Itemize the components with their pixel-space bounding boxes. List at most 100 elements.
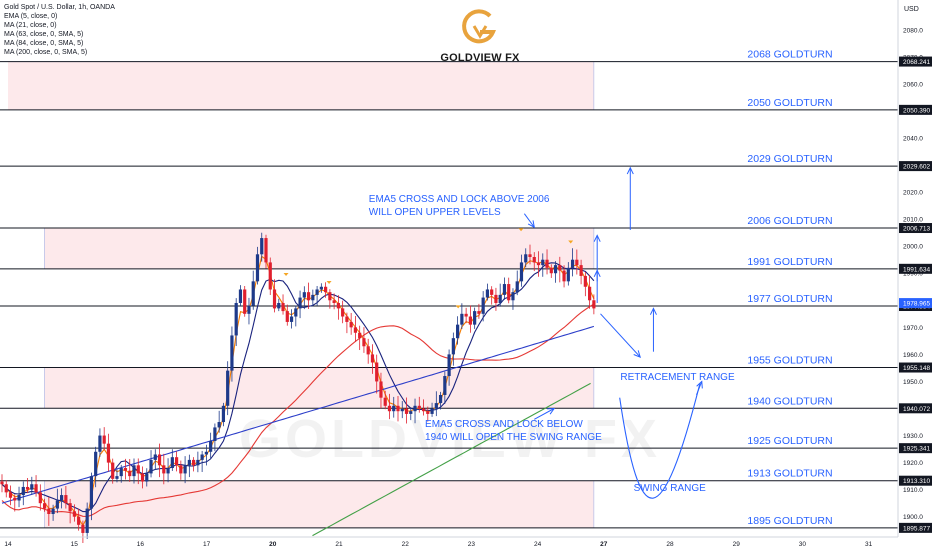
time-axis: 14 15 16 17 20 21 22 23 24 27 28 29 30 31 [0,536,898,548]
candle-body [579,265,583,276]
candle-body [341,308,345,317]
peak-marker-3 [518,228,524,232]
candle-body [106,443,111,463]
date-tick-16: 16 [137,541,145,548]
candle-body [353,327,358,333]
candle-body [230,335,234,371]
date-tick-27: 27 [600,541,608,548]
swing-curve-head-head [696,380,703,389]
candle-body [34,484,38,493]
candle-body [260,238,264,255]
level-tag-10: 1895.877 [903,525,930,532]
candle-body [226,370,230,406]
price-axis: USD1900.01910.01920.01930.01940.01950.01… [897,0,932,537]
candle-body [562,270,566,282]
ma200-line [312,382,591,537]
candle-body [387,405,392,412]
candle-body [370,354,375,363]
legend-ema5[interactable]: EMA (5, close, 0) [4,13,58,20]
peak-marker-4 [568,240,574,244]
legend-ma63[interactable]: MA (63, close, 0, SMA, 5) [4,31,84,38]
date-tick-21: 21 [335,541,343,548]
level-tag-bg-3 [899,223,932,234]
date-tick-31: 31 [865,541,873,548]
candle-body [575,259,579,266]
swing-curve-head [696,381,703,396]
candle-body [183,465,187,474]
candle-body [413,405,417,412]
candle-body [38,492,42,504]
candle-body [417,405,421,409]
level-tag-6: 1955.148 [903,365,930,372]
candle-body [592,300,596,309]
goldturn-label-2: 2029 GOLDTURN [747,153,832,165]
candle-body [4,484,8,493]
candle-body [47,508,51,515]
candle-body [81,524,85,533]
peak-marker-2 [455,305,461,309]
peak-marker-1 [326,281,332,285]
candle-body [336,302,340,309]
candle-body [209,440,213,452]
candle-body [345,316,349,322]
candle-body [119,468,123,477]
annotation-4: RETRACEMENT RANGE [620,372,735,383]
candle-body [196,459,200,466]
current-price-tag: 1978.965 [903,301,930,308]
candle-body [434,403,438,409]
arrow-up-1991-head [593,234,601,242]
price-tick-1920: 1920.0 [903,460,923,467]
annotations: EMA5 CROSS AND LOCK ABOVE 2006 WILL OPEN … [283,194,735,494]
date-tick-29: 29 [733,541,741,548]
date-tick-17: 17 [203,541,211,548]
price-tick-1930: 1930.0 [903,433,923,440]
arrow-to-2006 [523,213,535,228]
candle-body [162,465,166,474]
goldturn-label-10: 1895 GOLDTURN [747,515,832,527]
level-tag-bg-9 [899,475,932,486]
candle-body [285,311,289,322]
candle-body [221,405,226,423]
legend-ma21[interactable]: MA (21, close, 0) [4,22,57,29]
candle-body [247,305,251,314]
legend-ma84[interactable]: MA (84, close, 0, SMA, 5) [4,40,84,47]
candle-body [123,468,128,471]
level-tag-9: 1913.310 [903,478,930,485]
goldturn-label-9: 1913 GOLDTURN [747,468,832,480]
candle-body [400,408,404,412]
candle-body [89,476,94,509]
candle-body [243,289,247,314]
brand-watermark: GOLDVIEW FX [239,409,661,469]
candle-body [128,470,132,477]
current-price-bg [899,298,932,309]
currency-label: USD [904,6,919,13]
zone-0 [8,61,594,110]
candle-body [272,289,277,309]
zone-2 [44,367,594,409]
annotation-0: EMA5 CROSS AND LOCK ABOVE 2006 [369,194,550,205]
candle-body [311,294,315,301]
candle-body [42,503,47,509]
candle-body [426,411,430,414]
candle-body [502,284,507,295]
candle-body [264,238,268,263]
candle-body [136,465,140,474]
level-tag-bg-6 [899,362,932,373]
candle-body [68,503,72,512]
candle-body [451,338,455,355]
candle-body [85,508,89,533]
level-tag-bg-4 [899,263,932,274]
candle-body [294,308,298,317]
candle-body [204,451,208,455]
annotation-1: WILL OPEN UPPER LEVELS [369,207,501,218]
candle-body [536,262,541,266]
price-tick-2040: 2040.0 [903,135,923,142]
goldturn-levels: 2068 GOLDTURN 2050 GOLDTURN 2029 GOLDTURN 2… [0,49,898,529]
price-tick-2060: 2060.0 [903,81,923,88]
candle-body [217,422,221,428]
date-tick-20: 20 [269,541,277,548]
legend-ma200[interactable]: MA (200, close, 0, SMA, 5) [4,49,88,56]
candle-body [511,292,515,301]
